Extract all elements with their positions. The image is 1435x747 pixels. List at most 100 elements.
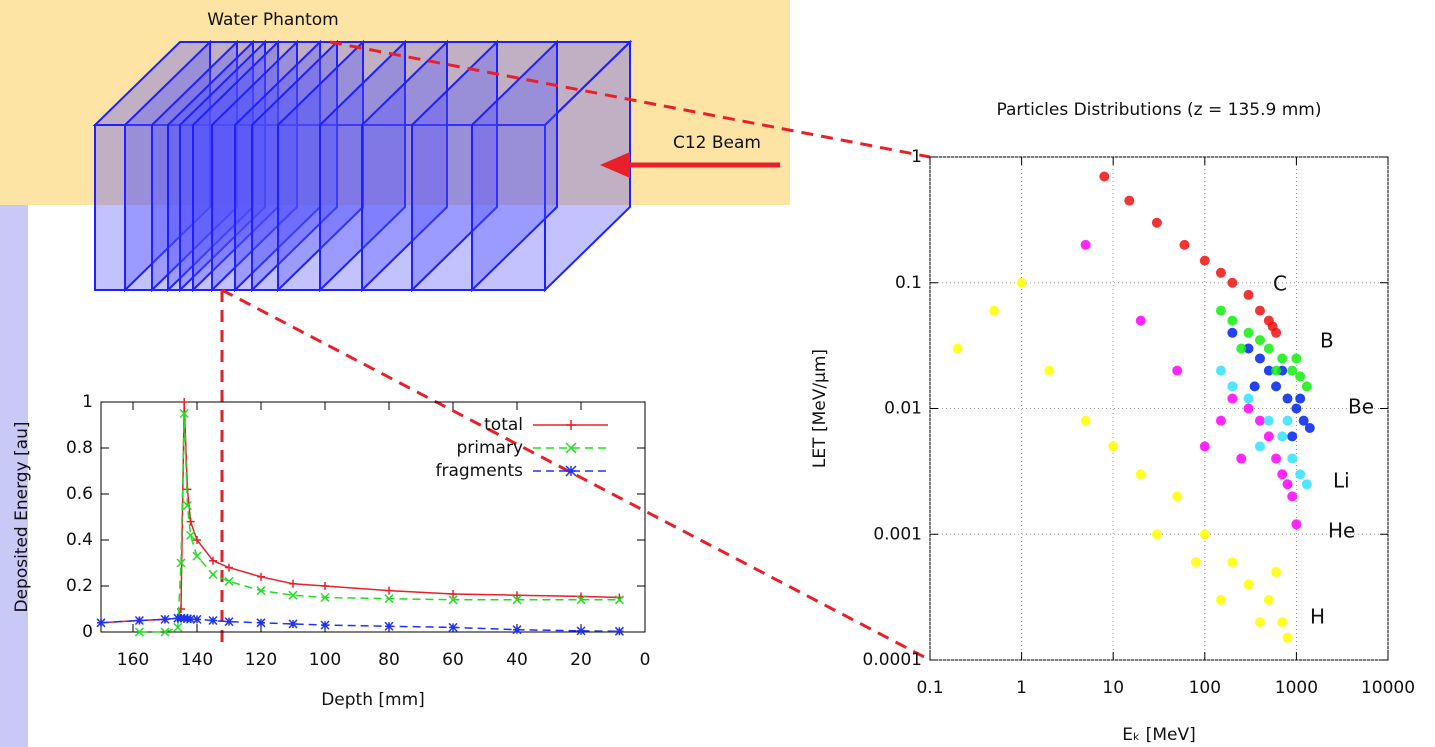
- data-point: [176, 558, 186, 568]
- data-point: [1080, 415, 1091, 426]
- legend-marker: [565, 442, 577, 454]
- data-point: [320, 620, 330, 630]
- series-label: H: [1310, 605, 1325, 629]
- data-point: [1099, 171, 1110, 182]
- data-point: [186, 517, 195, 526]
- x-tick-label: 10000: [1361, 678, 1415, 698]
- x-tick-label: 100: [1189, 678, 1221, 698]
- y-tick-label: 0.6: [66, 484, 93, 504]
- data-point: [134, 627, 144, 637]
- x-tick-label: 10: [1102, 678, 1124, 698]
- series-label: C: [1273, 272, 1287, 296]
- data-point: [1263, 431, 1274, 442]
- x-tick-label: 20: [570, 650, 592, 670]
- data-point: [1135, 315, 1146, 326]
- data-point: [1282, 632, 1293, 643]
- series-label: Li: [1333, 469, 1350, 493]
- y-tick-label: 0.0001: [863, 650, 922, 670]
- side-strip: [0, 205, 28, 747]
- data-point: [224, 576, 234, 586]
- data-point: [1277, 617, 1288, 628]
- x-tick-label: 40: [506, 650, 528, 670]
- zoom-line: [221, 288, 931, 662]
- data-point: [1291, 403, 1302, 414]
- data-point: [1277, 353, 1288, 364]
- data-point: [1271, 453, 1282, 464]
- phantom-slab: [211, 39, 298, 293]
- phantom-slab: [471, 39, 558, 293]
- x-tick-label: 100: [309, 650, 341, 670]
- water-phantom: [92, 39, 633, 293]
- data-point: [1227, 277, 1238, 288]
- zoom-lines: [220, 40, 931, 662]
- data-point: [576, 626, 586, 636]
- data-point: [614, 595, 624, 605]
- legend-label: fragments: [436, 461, 524, 481]
- x-tick-label: 120: [245, 650, 277, 670]
- x-tick-label: 80: [378, 650, 400, 670]
- data-point: [1304, 422, 1315, 433]
- y-tick-label: 0.01: [884, 399, 922, 419]
- data-point: [1282, 479, 1293, 490]
- data-point: [1172, 491, 1183, 502]
- data-point: [182, 500, 192, 511]
- x-tick-label: 160: [117, 650, 149, 670]
- data-point: [192, 614, 202, 624]
- data-point: [1282, 393, 1293, 404]
- data-point: [288, 590, 298, 600]
- phantom-slab: [361, 39, 448, 293]
- data-point: [1291, 519, 1302, 530]
- data-point: [576, 595, 586, 605]
- data-point: [209, 556, 217, 565]
- data-point: [208, 569, 218, 580]
- panel-gap: [28, 205, 108, 747]
- data-point: [1044, 365, 1055, 376]
- data-point: [1249, 381, 1260, 392]
- data-point: [289, 579, 297, 588]
- data-point: [1243, 403, 1254, 414]
- data-point: [1227, 393, 1238, 404]
- series-label: Be: [1348, 395, 1374, 419]
- data-point: [1254, 441, 1265, 452]
- data-point: [193, 536, 201, 544]
- y-tick-label: 1: [82, 392, 93, 412]
- data-point: [989, 305, 1000, 316]
- data-point: [321, 582, 329, 590]
- data-point: [160, 627, 170, 637]
- y-axis-label: LET [MeV/μm]: [810, 349, 830, 468]
- data-point: [1190, 557, 1201, 568]
- data-point: [384, 621, 394, 631]
- y-tick-label: 0: [82, 622, 93, 642]
- data-point: [1227, 327, 1238, 338]
- data-point: [1277, 469, 1288, 480]
- data-point: [1287, 453, 1298, 464]
- x-tick-label: 1000: [1275, 678, 1318, 698]
- data-point: [180, 398, 189, 406]
- data-point: [1108, 441, 1119, 452]
- background-panel: [0, 0, 790, 205]
- data-point: [224, 617, 234, 627]
- data-point: [448, 622, 458, 632]
- data-point: [1254, 415, 1265, 426]
- y-tick-label: 0.8: [66, 438, 93, 458]
- y-tick-label: 0.1: [895, 273, 922, 293]
- legend-label: total: [484, 415, 523, 435]
- x-tick-label: 140: [181, 650, 213, 670]
- data-point: [1301, 479, 1312, 490]
- data-point: [1151, 529, 1162, 540]
- data-point: [1282, 415, 1293, 426]
- data-point: [1179, 239, 1190, 250]
- data-point: [1215, 365, 1226, 376]
- data-point: [1287, 431, 1298, 442]
- data-point: [1295, 469, 1306, 480]
- data-point: [1254, 335, 1265, 346]
- data-point: [1199, 529, 1210, 540]
- data-point: [1215, 305, 1226, 316]
- data-point: [1263, 365, 1274, 376]
- data-point: [1135, 469, 1146, 480]
- plot-area: [100, 401, 646, 633]
- data-point: [1271, 567, 1282, 578]
- data-point: [1295, 393, 1306, 404]
- data-point: [1254, 305, 1265, 316]
- data-point: [449, 590, 457, 599]
